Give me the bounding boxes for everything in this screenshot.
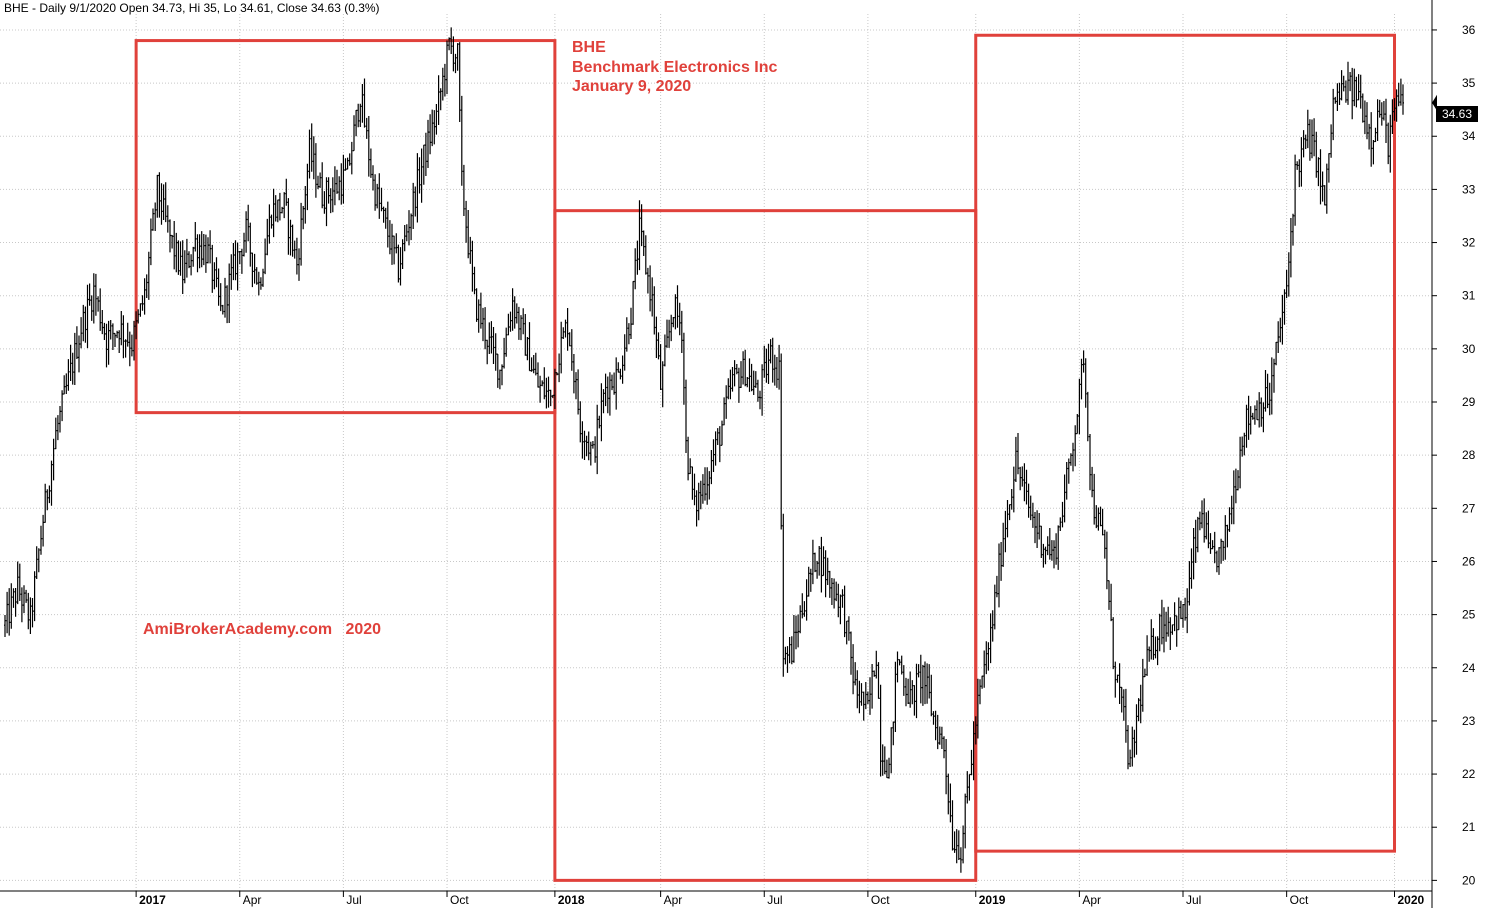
- x-tick-label: Oct: [871, 893, 890, 907]
- y-tick-label: 27: [1462, 501, 1476, 515]
- range-box: [134, 39, 557, 415]
- x-tick-label: 2017: [139, 893, 166, 907]
- x-tick-label: Oct: [1290, 893, 1309, 907]
- y-tick-label: 35: [1462, 76, 1476, 90]
- y-tick-label: 36: [1462, 23, 1476, 37]
- y-tick-label: 20: [1462, 873, 1476, 887]
- x-tick-label: Jul: [767, 893, 782, 907]
- last-price-label: 34.63: [1436, 106, 1478, 122]
- price-series: [4, 27, 1404, 873]
- last-price-pointer: [1432, 94, 1437, 111]
- annotation-symbol: BHE: [572, 39, 606, 56]
- y-tick-label: 30: [1462, 342, 1476, 356]
- y-tick-label: 23: [1462, 714, 1476, 728]
- y-tick-label: 25: [1462, 608, 1476, 622]
- y-tick-label: 28: [1462, 448, 1476, 462]
- price-bars: [4, 27, 1404, 873]
- y-tick-label: 34: [1462, 129, 1476, 143]
- y-tick-label: 21: [1462, 820, 1476, 834]
- x-tick-label: Oct: [450, 893, 469, 907]
- annotation-date: January 9, 2020: [572, 78, 692, 95]
- y-tick-label: 31: [1462, 289, 1476, 303]
- x-tick-label: 2019: [979, 893, 1006, 907]
- y-tick-label: 33: [1462, 182, 1476, 196]
- x-tick-label: 2018: [558, 893, 585, 907]
- range-box: [553, 209, 978, 882]
- y-tick-label: 22: [1462, 767, 1476, 781]
- x-tick-label: Apr: [243, 893, 262, 907]
- y-tick-label: 26: [1462, 554, 1476, 568]
- y-tick-label: 24: [1462, 661, 1476, 675]
- chart-header: BHE - Daily 9/1/2020 Open 34.73, Hi 35, …: [4, 1, 380, 15]
- x-tick-label: Jul: [1186, 893, 1201, 907]
- x-tick-label: 2020: [1398, 893, 1425, 907]
- x-tick-label: Apr: [1082, 893, 1101, 907]
- range-box: [974, 33, 1397, 853]
- x-tick-label: Jul: [346, 893, 361, 907]
- watermark-text: AmiBrokerAcademy.com 2020: [143, 621, 382, 638]
- x-tick-label: Apr: [664, 893, 683, 907]
- range-boxes: [134, 33, 1397, 882]
- y-tick-label: 32: [1462, 236, 1476, 250]
- y-tick-label: 29: [1462, 395, 1476, 409]
- annotation-company: Benchmark Electronics Inc: [572, 59, 778, 76]
